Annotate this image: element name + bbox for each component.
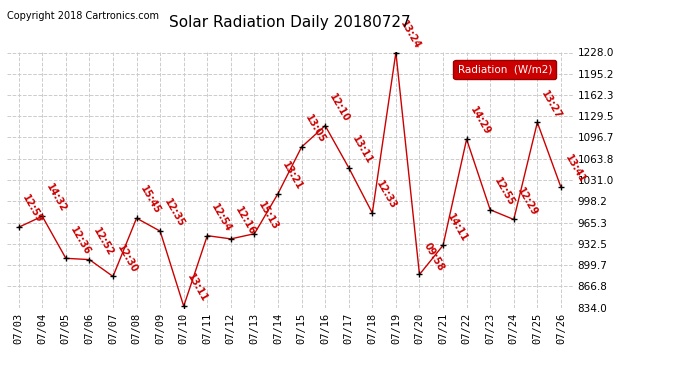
Text: 13:21: 13:21 <box>280 160 304 192</box>
Text: 14:11: 14:11 <box>445 211 469 243</box>
Legend: Radiation  (W/m2): Radiation (W/m2) <box>453 60 556 79</box>
Text: 12:35: 12:35 <box>162 197 186 229</box>
Text: 15:45: 15:45 <box>139 184 163 216</box>
Text: 13:27: 13:27 <box>539 88 563 120</box>
Text: 12:30: 12:30 <box>115 243 139 274</box>
Text: 13:11: 13:11 <box>186 272 210 304</box>
Text: 15:13: 15:13 <box>256 200 280 232</box>
Text: 13:05: 13:05 <box>304 113 328 145</box>
Text: 12:59: 12:59 <box>21 194 45 225</box>
Text: 12:10: 12:10 <box>327 92 351 124</box>
Text: 14:29: 14:29 <box>469 105 493 137</box>
Text: Solar Radiation Daily 20180727: Solar Radiation Daily 20180727 <box>169 15 411 30</box>
Text: 09:58: 09:58 <box>422 241 446 273</box>
Text: 12:36: 12:36 <box>68 225 92 256</box>
Text: 12:54: 12:54 <box>209 202 233 234</box>
Text: 13:24: 13:24 <box>397 19 422 51</box>
Text: 13:41: 13:41 <box>563 153 587 185</box>
Text: Copyright 2018 Cartronics.com: Copyright 2018 Cartronics.com <box>7 11 159 21</box>
Text: 13:11: 13:11 <box>351 134 375 166</box>
Text: 12:55: 12:55 <box>492 176 516 208</box>
Text: 12:16: 12:16 <box>233 205 257 237</box>
Text: 12:29: 12:29 <box>515 186 540 218</box>
Text: 14:32: 14:32 <box>44 183 68 214</box>
Text: 12:33: 12:33 <box>374 179 398 211</box>
Text: 12:52: 12:52 <box>91 226 115 258</box>
